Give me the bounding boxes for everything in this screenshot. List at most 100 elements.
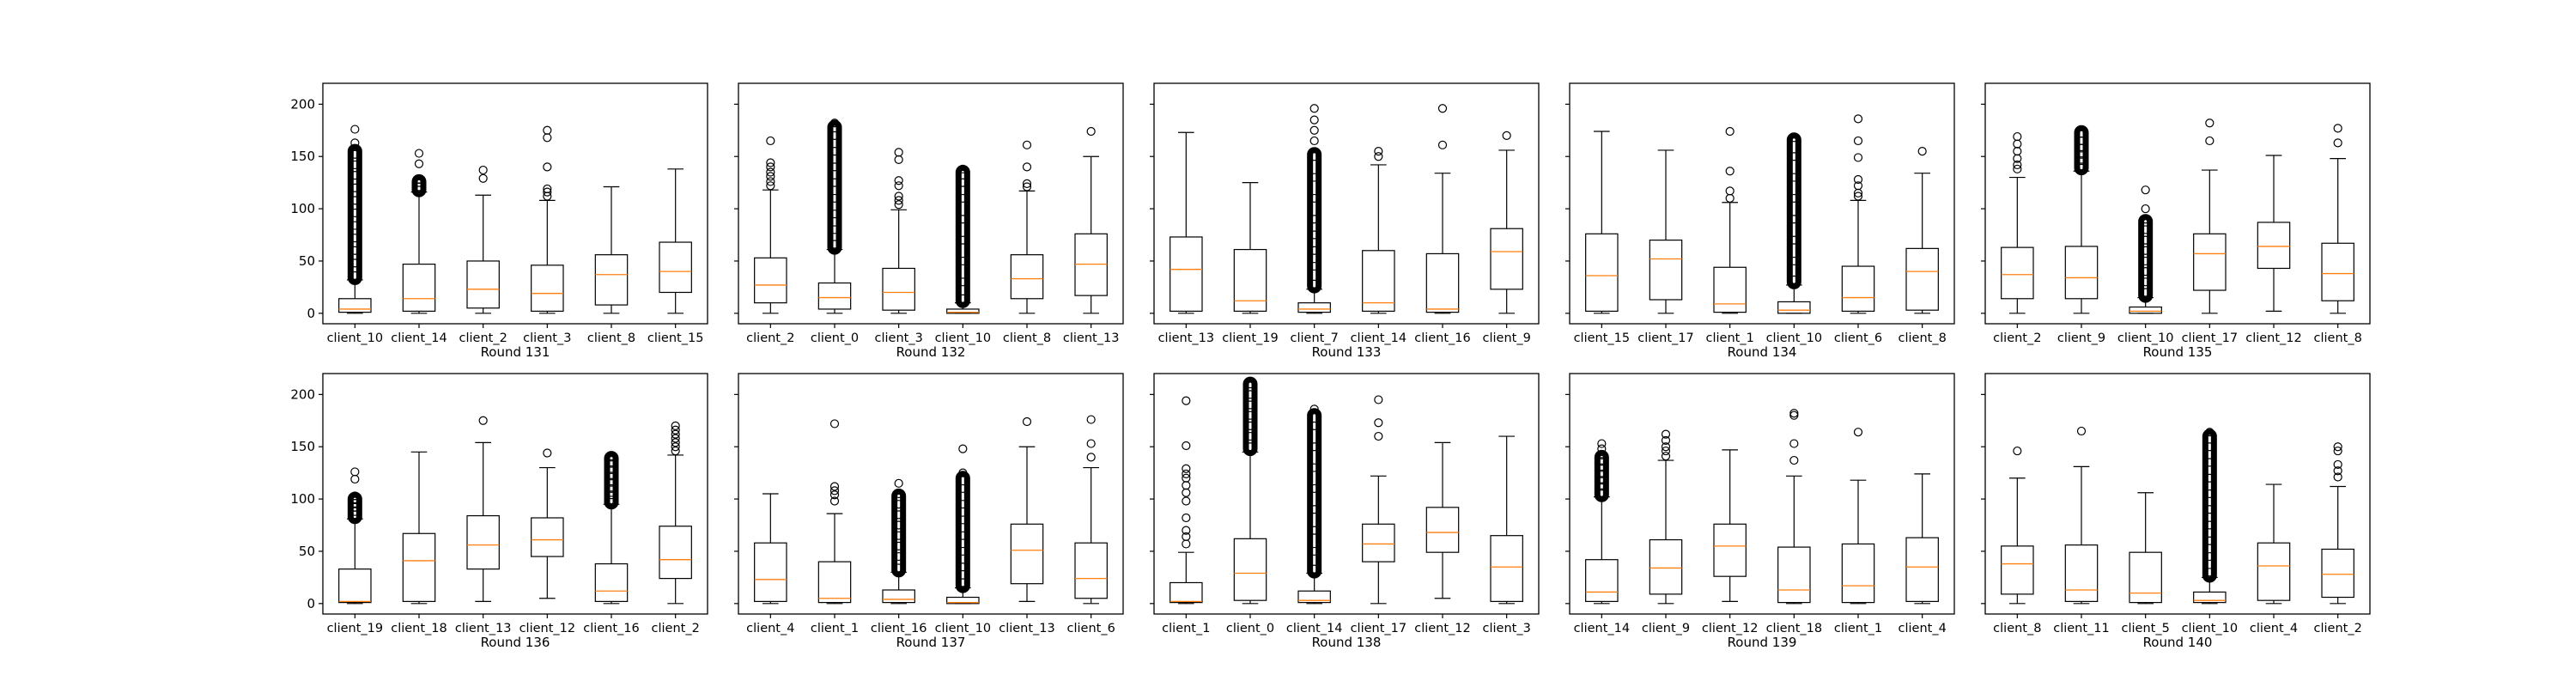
outlier-point — [1789, 235, 1799, 245]
x-tick-label: client_6 — [1067, 622, 1115, 635]
outlier-point — [894, 181, 903, 191]
x-tick-label: client_13 — [455, 622, 512, 635]
outlier-point — [2333, 124, 2342, 133]
outlier-point — [1022, 162, 1032, 172]
box-client_17: client_17 — [2182, 119, 2239, 345]
outlier-point — [2333, 138, 2342, 148]
outlier-point — [1502, 131, 1511, 140]
iqr-box — [1841, 543, 1875, 604]
outlier-point — [2141, 225, 2150, 234]
iqr-box — [1905, 247, 1939, 311]
outlier-point — [2076, 162, 2087, 172]
outlier-point — [2205, 473, 2215, 483]
outlier-point — [1086, 126, 1096, 137]
outlier-point — [671, 438, 680, 447]
x-tick-label: client_10 — [2182, 622, 2239, 635]
iqr-box — [2064, 544, 2099, 602]
box-client_3: client_3 — [1483, 435, 1531, 635]
iqr-box — [594, 254, 629, 306]
box-client_4: client_4 — [2250, 483, 2298, 635]
box-client_12: client_12 — [519, 448, 576, 635]
outlier-point — [2333, 459, 2342, 470]
box-client_3: client_3 — [523, 125, 571, 345]
outlier-point — [1086, 453, 1096, 462]
outlier-point — [766, 167, 775, 177]
x-tick-label: client_2 — [459, 331, 507, 345]
x-tick-label: client_7 — [1291, 331, 1339, 345]
outlier-point — [350, 160, 360, 170]
x-tick-label: client_12 — [519, 622, 576, 635]
x-tick-label: client_16 — [871, 622, 927, 635]
iqr-box — [1841, 265, 1875, 312]
outlier-point — [894, 563, 903, 573]
x-tick-label: client_5 — [2122, 622, 2170, 635]
x-tick-label: client_8 — [1899, 331, 1947, 345]
iqr-box — [1297, 590, 1331, 604]
box-client_2: client_2 — [652, 421, 700, 635]
outlier-point — [1661, 442, 1671, 452]
outlier-point — [606, 490, 617, 500]
x-tick-label: client_16 — [583, 622, 640, 635]
outlier-point — [2013, 164, 2022, 173]
iqr-box — [817, 282, 852, 310]
outlier-point — [1309, 125, 1319, 135]
iqr-box — [1425, 507, 1460, 553]
x-tick-label: client_4 — [746, 622, 794, 635]
panel-xlabel: Round 139 — [1728, 635, 1797, 650]
outlier-point — [1309, 483, 1319, 494]
outlier-point — [766, 172, 775, 181]
outlier-point — [671, 446, 680, 456]
box-client_12: client_12 — [2245, 155, 2302, 345]
x-tick-label: client_13 — [1063, 331, 1120, 345]
outlier-point — [350, 138, 360, 148]
iqr-box — [1713, 266, 1747, 313]
outlier-point — [671, 429, 680, 439]
iqr-box — [1362, 250, 1395, 312]
x-tick-label: client_15 — [1574, 331, 1631, 345]
box-client_2: client_2 — [2314, 442, 2362, 635]
outlier-point — [1597, 482, 1607, 491]
y-tick-label: 200 — [290, 96, 315, 112]
outlier-point — [350, 494, 360, 504]
x-tick-label: client_14 — [1286, 622, 1343, 635]
iqr-box — [402, 264, 436, 312]
box-client_16: client_16 — [1414, 104, 1471, 345]
dense-outliers — [1307, 408, 1322, 579]
outlier-point — [350, 196, 360, 205]
outlier-point — [2141, 277, 2150, 287]
outlier-point — [1245, 421, 1255, 430]
outlier-point — [1725, 193, 1735, 204]
box-client_3: client_3 — [875, 148, 923, 345]
x-tick-label: client_10 — [2117, 331, 2174, 345]
iqr-box — [2064, 246, 2099, 300]
x-tick-label: client_17 — [2182, 331, 2239, 345]
outlier-point — [1661, 429, 1671, 439]
outlier-point — [1309, 173, 1319, 182]
outlier-point — [414, 178, 424, 187]
x-tick-label: client_2 — [652, 622, 700, 635]
outlier-point — [1917, 147, 1927, 156]
outlier-point — [829, 210, 840, 219]
outlier-point — [1309, 442, 1319, 452]
box-client_10: client_10 — [2117, 185, 2174, 345]
outlier-point — [2205, 428, 2215, 437]
outlier-point — [1182, 488, 1191, 497]
outlier-point — [350, 246, 360, 255]
x-tick-label: client_15 — [647, 331, 704, 345]
panel-7: client_4 client_1 client_16 client_10 client… — [734, 373, 1124, 650]
outlier-point — [2141, 185, 2150, 195]
outlier-point — [1182, 513, 1191, 523]
outlier-point — [1597, 444, 1607, 453]
box-client_5: client_5 — [2122, 492, 2170, 635]
outlier-point — [1597, 450, 1607, 460]
box-client_12: client_12 — [1414, 441, 1471, 635]
iqr-box — [1490, 535, 1523, 602]
box-client_17: client_17 — [1351, 395, 1406, 635]
outlier-point — [1245, 390, 1255, 399]
box-client_13: client_13 — [999, 416, 1055, 635]
iqr-box — [2321, 548, 2354, 599]
box-client_13: client_13 — [1063, 126, 1120, 345]
iqr-box — [2257, 222, 2291, 270]
outlier-point — [350, 125, 360, 134]
outlier-point — [1309, 421, 1319, 430]
